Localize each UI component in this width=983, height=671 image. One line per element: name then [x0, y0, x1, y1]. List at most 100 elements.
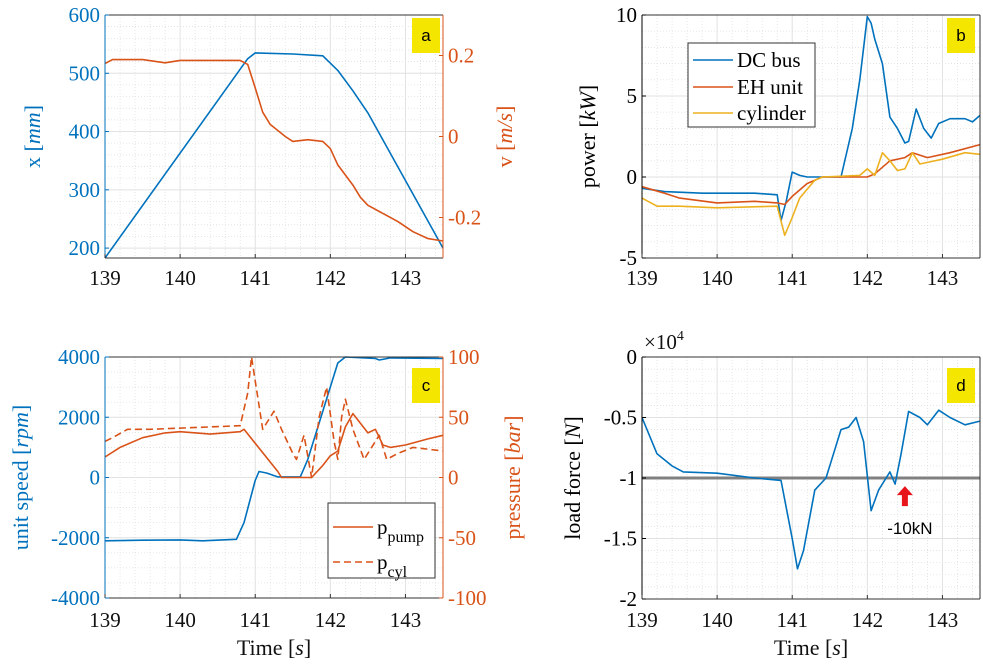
y2-tick-label: -100: [448, 586, 487, 610]
x-tick-label: 140: [164, 608, 196, 632]
y2-tick-label: 0.2: [448, 44, 474, 68]
y-tick-label: -4000: [51, 586, 100, 610]
series-line-2: [641, 151, 981, 237]
series-line-0: [641, 409, 981, 570]
panel-label-box: [947, 368, 975, 403]
y2-tick-label: 100: [448, 345, 480, 369]
series-line-1: [104, 412, 444, 479]
legend-entry: EH unit: [737, 75, 803, 99]
axis-label: pressure [bar]: [500, 415, 525, 539]
x-tick-label: 143: [390, 266, 422, 290]
y-tick-label: 400: [69, 120, 101, 144]
panel-label: b: [956, 26, 965, 45]
panel-d: 139 140 141 142 143 -2 -1.5 -1 -0.5 0 load force […: [560, 329, 981, 660]
axis-label: load force [N]: [560, 416, 585, 539]
legend-entry: DC bus: [737, 48, 801, 72]
bracket: [: [560, 438, 585, 445]
y-tick-label: 5: [627, 84, 638, 108]
series-line-0: [104, 356, 444, 542]
panel-a: 139 140 141 142 143 200 300 400 500 600 -0.2 0 0.2 x …: [20, 3, 517, 290]
bracket: ]: [575, 85, 600, 92]
y-tick-label: -1.5: [604, 527, 637, 551]
arrow-up-icon: [896, 486, 913, 507]
annotation-label: -10kN: [887, 519, 932, 538]
panel-label-box: [947, 18, 975, 53]
bracket: ]: [492, 106, 517, 113]
panel-label-box: [412, 368, 440, 403]
y-tick-label: -0.5: [604, 406, 637, 430]
bracket: [: [288, 635, 295, 660]
y-tick-label: 300: [69, 178, 101, 202]
bracket: [: [20, 144, 45, 151]
y2-tick-label: 0: [448, 125, 459, 149]
y2-tick-label: -0.2: [448, 206, 481, 230]
x-tick-label: 139: [89, 266, 121, 290]
axis-label: power [kW]: [575, 85, 600, 188]
legend-entry: cylinder: [737, 101, 806, 125]
x-tick-label: 143: [927, 608, 959, 632]
legend-box: [327, 502, 436, 579]
bracket: ]: [20, 105, 45, 112]
series-line-0: [104, 52, 444, 259]
bracket: [: [825, 635, 832, 660]
bracket: ]: [500, 415, 525, 422]
x-tick-label: 141: [776, 608, 808, 632]
legend-entry: pcyl: [377, 550, 408, 581]
y-tick-label: -5: [620, 246, 638, 270]
bracket: [: [8, 448, 33, 455]
x-tick-label: 141: [776, 266, 808, 290]
x-tick-label: 140: [701, 608, 733, 632]
panel-label: c: [422, 376, 431, 395]
series-line-0: [641, 15, 981, 222]
series-line-2: [104, 356, 444, 479]
y2-tick-label: 50: [448, 405, 469, 429]
x-tick-label: 140: [164, 266, 196, 290]
bracket: ]: [841, 635, 848, 660]
legend-entry: ppump: [377, 515, 424, 546]
axis-label: Time [s]: [774, 635, 848, 660]
x-tick-label: 142: [315, 608, 347, 632]
y-tick-label: -2: [620, 587, 638, 611]
bracket: ]: [8, 405, 33, 412]
y-tick-label: 0: [90, 466, 101, 490]
axis-label: unit speed [rpm]: [8, 405, 33, 550]
y-tick-label: 2000: [58, 405, 100, 429]
x-tick-label: 141: [239, 608, 271, 632]
panel-label: d: [956, 376, 965, 395]
panel-c: 139 140 141 142 143 -4000 -2000 0 2000 4000 -100 -5…: [8, 345, 525, 660]
axis-label: v [m/s]: [492, 106, 517, 168]
y-tick-label: 600: [69, 3, 101, 27]
axis-label: Time [s]: [237, 635, 311, 660]
x-tick-label: 142: [852, 266, 884, 290]
panel-b: 139 140 141 142 143 -5 0 5 10 power [kW] b DC bus EH…: [575, 3, 981, 290]
panel-label: a: [421, 26, 431, 45]
x-tick-label: 141: [239, 266, 271, 290]
y-tick-label: -2000: [51, 526, 100, 550]
y2-tick-label: -50: [448, 526, 476, 550]
x-tick-label: 143: [927, 266, 959, 290]
legend: ppump pcyl: [327, 502, 436, 581]
series-line-1: [641, 143, 981, 206]
y2-tick-label: 0: [448, 466, 459, 490]
x-tick-label: 142: [315, 266, 347, 290]
y-tick-label: 10: [616, 3, 637, 27]
bracket: [: [492, 144, 517, 151]
y-multiplier: ×104: [644, 329, 684, 354]
panel-label-box: [412, 18, 440, 53]
series-line-1: [104, 58, 444, 242]
x-tick-label: 143: [390, 608, 422, 632]
x-tick-label: 139: [626, 608, 658, 632]
bracket: ]: [560, 416, 585, 423]
y-tick-label: 0: [627, 165, 638, 189]
y-tick-label: 0: [627, 345, 638, 369]
y-tick-label: 200: [69, 236, 101, 260]
axis-label: x [mm]: [20, 105, 45, 168]
bracket: ]: [304, 635, 311, 660]
y-tick-label: 4000: [58, 345, 100, 369]
x-tick-label: 142: [852, 608, 884, 632]
x-tick-label: 140: [701, 266, 733, 290]
y-tick-label: 500: [69, 61, 101, 85]
bracket: [: [575, 120, 600, 127]
